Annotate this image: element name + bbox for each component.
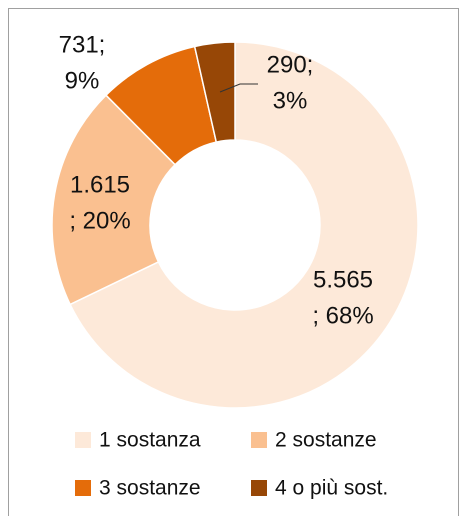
frame <box>8 8 459 516</box>
data-label: 1.615 <box>70 171 130 198</box>
legend-swatch <box>75 480 91 496</box>
data-label: ; 68% <box>312 302 373 329</box>
legend-label: 1 sostanza <box>99 429 201 452</box>
data-label: 290; <box>267 51 314 78</box>
donut-slice <box>51 94 177 306</box>
legend-swatch <box>251 480 267 496</box>
data-label: 5.565 <box>313 266 373 293</box>
data-label: ; 20% <box>69 207 130 234</box>
legend-swatch <box>251 432 267 448</box>
legend-label: 2 sostanze <box>275 429 377 452</box>
donut-slice <box>69 41 419 409</box>
leader-line <box>219 83 258 93</box>
legend-label: 4 o più sost. <box>275 477 388 500</box>
donut-slice <box>193 41 236 143</box>
legend-label: 3 sostanze <box>99 477 201 500</box>
legend-swatch <box>75 432 91 448</box>
data-label: 3% <box>273 87 308 114</box>
data-label: 731; <box>59 31 106 58</box>
data-label: 9% <box>65 67 100 94</box>
